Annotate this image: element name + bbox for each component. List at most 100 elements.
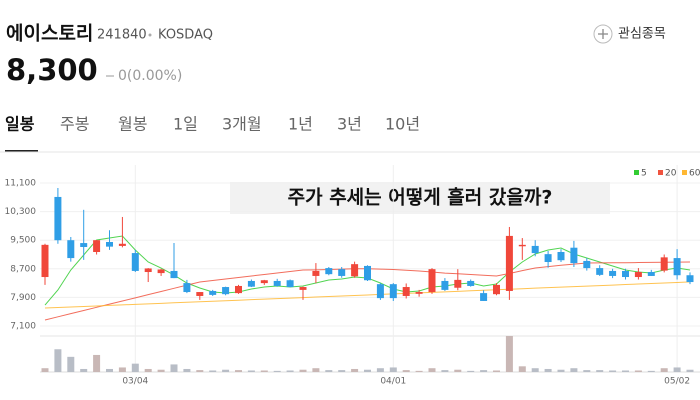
volume-bar [673, 367, 681, 372]
volume-bar [157, 369, 165, 372]
volume-bar [247, 370, 255, 372]
candle-body [376, 284, 384, 299]
volume-bar [467, 370, 475, 372]
candle-body [93, 240, 101, 252]
candle-body [196, 292, 204, 296]
volume-bar [338, 370, 346, 372]
candle-body [570, 247, 578, 264]
candle-body [686, 275, 694, 283]
candle-body [544, 254, 552, 263]
candle-body [106, 241, 113, 247]
volume-bar [376, 368, 384, 372]
candle-body [596, 268, 604, 275]
volume-bar [93, 354, 101, 372]
volume-bar [144, 368, 152, 372]
volume-bar [622, 370, 629, 372]
volume-bar [557, 369, 565, 372]
volume-bar [389, 367, 397, 372]
volume-bar [106, 368, 113, 372]
volume-bar [286, 370, 294, 372]
tab[interactable]: 주봉 [60, 115, 89, 134]
candle-body [338, 269, 346, 276]
candle-body [312, 270, 320, 276]
volume-bar [531, 368, 539, 372]
tab[interactable]: 1일 [173, 115, 198, 134]
volume-bar [222, 369, 230, 372]
candle-body [144, 268, 152, 273]
tab[interactable]: 3년 [337, 115, 362, 134]
candle-body [80, 243, 88, 247]
y-tick-label: 11,100 [5, 179, 37, 189]
candle-body [660, 257, 668, 271]
watch-button[interactable]: 관심종목 [593, 24, 666, 44]
stock-code: 241840 [97, 28, 147, 43]
candle-body [415, 292, 423, 294]
candle-body [222, 287, 230, 295]
tab[interactable]: 일봉 [5, 115, 35, 134]
candle-body [209, 290, 217, 295]
moving-average-line [44, 281, 691, 309]
candle-body [389, 284, 397, 299]
candle-body [493, 284, 500, 295]
candle-body [260, 280, 268, 284]
candle-body [402, 287, 410, 296]
y-tick-label: 7,100 [10, 322, 36, 332]
x-tick-label: 04/01 [380, 377, 406, 387]
volume-bar [67, 356, 75, 372]
volume-bar [428, 368, 436, 372]
volume-bar [209, 370, 217, 372]
annotation-bg [230, 182, 610, 214]
volume-bar [312, 368, 320, 372]
candle-body [634, 272, 642, 278]
candle-body [467, 280, 475, 286]
legend-swatch [682, 170, 687, 175]
tab[interactable]: 10년 [385, 115, 420, 134]
volume-bar [480, 370, 488, 372]
candle-body [505, 235, 513, 291]
candle-body [531, 245, 539, 254]
volume-bar [441, 370, 449, 372]
candle-body [351, 264, 359, 277]
volume-bar [196, 370, 204, 372]
volume-bar [118, 367, 126, 372]
candle-body [157, 269, 165, 274]
tab[interactable]: 월봉 [118, 115, 147, 134]
volume-bar [299, 369, 307, 372]
watch-label: 관심종목 [618, 27, 666, 42]
y-tick-label: 9,500 [10, 236, 36, 246]
candle-body [325, 268, 333, 275]
volume-bar [634, 370, 642, 372]
plus-sign [598, 29, 608, 39]
volume-bar [235, 370, 242, 372]
volume-bar [54, 349, 62, 372]
candle-body [273, 280, 281, 286]
candle-body [364, 265, 371, 281]
volume-bar [402, 370, 410, 372]
volume-bar [415, 370, 423, 372]
candle-body [118, 243, 126, 246]
candle-body [235, 285, 242, 294]
tabs: 일봉 주봉 월봉 1일 3개월 1년 3년 10년 [5, 115, 420, 152]
volume-bar [260, 370, 268, 372]
candle-body [299, 287, 307, 290]
candle-body [41, 244, 49, 278]
tab[interactable]: 1년 [288, 115, 313, 134]
legend-label: 20 [665, 169, 677, 179]
legend-swatch [634, 170, 639, 175]
legend-label: 60 [689, 169, 700, 179]
market: KOSDAQ [158, 28, 213, 43]
volume-bar [325, 370, 333, 372]
candle-body [247, 280, 255, 287]
legend-label: 5 [641, 169, 647, 179]
candle-body [286, 280, 294, 288]
tab[interactable]: 3개월 [222, 115, 262, 134]
x-tick-label: 03/04 [122, 377, 148, 387]
y-tick-label: 7,900 [10, 293, 36, 303]
candle-body [583, 260, 591, 269]
volume-bar [609, 370, 617, 372]
y-tick-label: 8,700 [10, 264, 36, 274]
candle-body [454, 279, 462, 288]
candle-body [673, 258, 681, 276]
candle-body [67, 240, 75, 259]
